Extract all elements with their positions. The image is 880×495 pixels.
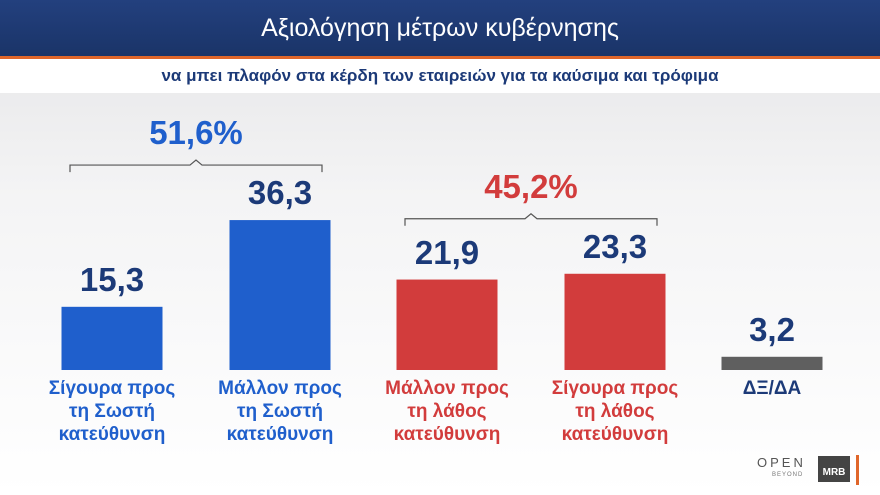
chart-subtitle: να μπει πλαφόν στα κέρδη των εταιρειών γ… bbox=[0, 59, 880, 93]
group-total: 45,2% bbox=[484, 167, 578, 205]
header-band bbox=[0, 0, 880, 59]
bar bbox=[564, 273, 666, 370]
logo-open: OPEN bbox=[757, 455, 806, 470]
logo-beyond: BEYOND bbox=[772, 472, 804, 478]
category-label: Μάλλον προς τη Σωστή κατεύθυνση bbox=[218, 378, 342, 445]
category-label: Σίγουρα προς τη Σωστή κατεύθυνση bbox=[48, 378, 176, 445]
group-bracket bbox=[404, 212, 658, 226]
chart-title: Αξιολόγηση μέτρων κυβέρνησης bbox=[261, 14, 619, 42]
value-label: 36,3 bbox=[247, 174, 313, 212]
bar bbox=[229, 220, 331, 370]
group-bracket bbox=[69, 159, 323, 173]
logo-mrb: MRB bbox=[818, 456, 850, 482]
value-label: 3,2 bbox=[749, 310, 795, 348]
value-label: 23,3 bbox=[582, 227, 648, 265]
category-label: ΔΞ/ΔΑ bbox=[742, 378, 802, 399]
logo-accent bbox=[856, 455, 859, 485]
category-label: Μάλλον προς τη λάθος κατεύθυνση bbox=[385, 378, 509, 445]
category-label: Σίγουρα προς τη λάθος κατεύθυνση bbox=[551, 378, 679, 445]
group-total: 51,6% bbox=[149, 114, 243, 152]
bar bbox=[61, 306, 163, 370]
value-label: 21,9 bbox=[414, 233, 480, 271]
value-label: 15,3 bbox=[79, 260, 145, 298]
bar bbox=[396, 279, 498, 370]
bar bbox=[721, 356, 823, 370]
